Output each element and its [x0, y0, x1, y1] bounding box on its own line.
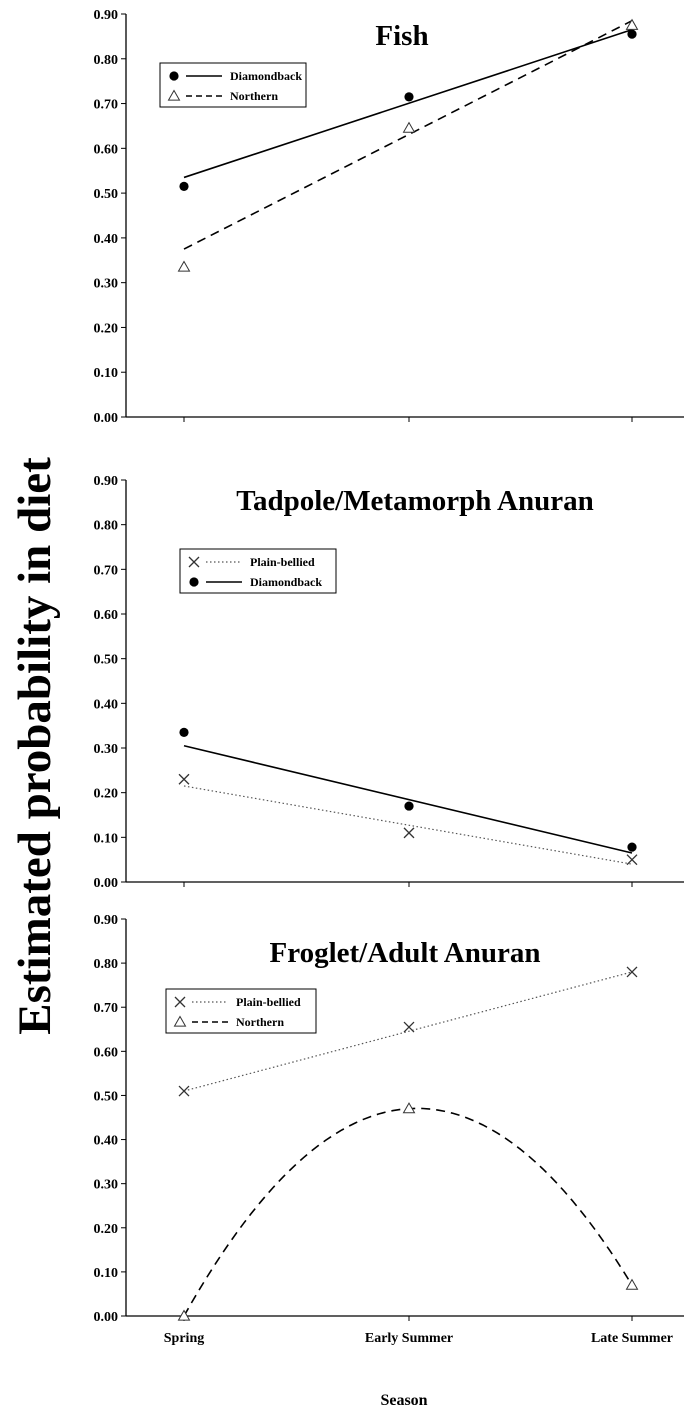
legend: Plain-bellied Northern — [165, 988, 317, 1034]
data-point — [403, 1021, 415, 1033]
data-point — [627, 842, 637, 852]
trend-line — [183, 20, 633, 250]
legend-box — [159, 62, 307, 108]
x-tick-label: Spring — [164, 1331, 204, 1346]
series-diamondback — [179, 727, 637, 854]
y-tick-label: 0.80 — [94, 53, 119, 68]
legend-marker — [174, 996, 186, 1008]
y-tick-label: 0.00 — [94, 411, 119, 426]
y-tick-label: 0.40 — [94, 232, 119, 247]
y-tick-label: 0.20 — [94, 1222, 119, 1237]
legend-label: Northern — [230, 89, 278, 103]
series-northern — [177, 1102, 639, 1321]
data-point — [178, 1085, 190, 1097]
y-tick-label: 0.10 — [94, 1266, 119, 1281]
y-tick-label: 0.20 — [94, 321, 119, 336]
trend-line — [183, 1107, 633, 1317]
data-point — [177, 260, 191, 272]
y-tick-label: 0.00 — [94, 1310, 119, 1325]
data-point — [402, 121, 416, 133]
y-tick-label: 0.60 — [94, 1045, 119, 1060]
legend-marker — [188, 556, 200, 568]
y-tick-label: 0.70 — [94, 563, 119, 578]
trend-line — [183, 785, 633, 865]
legend-box — [179, 548, 337, 594]
data-point — [625, 18, 639, 30]
trend-line — [183, 744, 633, 854]
y-tick-label: 0.40 — [94, 1134, 119, 1149]
x-tick-label: Early Summer — [365, 1331, 453, 1346]
legend-label: Plain-bellied — [236, 995, 301, 1009]
series-plain-bellied — [178, 773, 638, 866]
data-point — [403, 827, 415, 839]
legend-marker — [169, 71, 179, 81]
y-tick-label: 0.90 — [94, 913, 119, 928]
y-tick-label: 0.80 — [94, 957, 119, 972]
data-point — [404, 92, 414, 102]
y-tick-label: 0.50 — [94, 653, 119, 668]
panel-title: Froglet/Adult Anuran — [270, 937, 541, 969]
series-diamondback — [179, 28, 637, 191]
y-tick-label: 0.50 — [94, 187, 119, 202]
legend-marker — [167, 89, 181, 101]
y-tick-label: 0.90 — [94, 8, 119, 23]
y-tick-label: 0.30 — [94, 277, 119, 292]
y-tick-label: 0.60 — [94, 142, 119, 157]
y-axis-label: Estimated probability in diet — [9, 457, 61, 1035]
legend-label: Plain-bellied — [250, 555, 315, 569]
data-point — [625, 1278, 639, 1290]
series-northern — [177, 18, 639, 272]
data-point — [179, 181, 189, 191]
legend-label: Diamondback — [230, 69, 302, 83]
legend-marker — [189, 577, 199, 587]
legend-marker — [173, 1015, 187, 1027]
legend: Plain-bellied Diamondback — [179, 548, 337, 594]
y-tick-label: 0.10 — [94, 831, 119, 846]
legend: Diamondback Northern — [159, 62, 307, 108]
series-plain-bellied — [178, 966, 638, 1097]
y-tick-label: 0.30 — [94, 742, 119, 757]
y-tick-label: 0.00 — [94, 876, 119, 891]
data-point — [404, 801, 414, 811]
y-tick-label: 0.20 — [94, 787, 119, 802]
y-tick-label: 0.50 — [94, 1089, 119, 1104]
legend-label: Northern — [236, 1015, 284, 1029]
y-tick-label: 0.30 — [94, 1178, 119, 1193]
x-tick-label: Late Summer — [591, 1331, 673, 1346]
legend-label: Diamondback — [250, 575, 322, 589]
data-point — [177, 1309, 191, 1321]
panel-1: 0.00 0.10 0.20 0.30 0.40 0.50 0.60 0.70 0.80 0.90… — [94, 8, 684, 426]
legend-box — [165, 988, 317, 1034]
y-tick-label: 0.80 — [94, 519, 119, 534]
data-point — [627, 29, 637, 39]
data-point — [626, 966, 638, 978]
x-axis-label: Season — [380, 1392, 427, 1409]
y-tick-label: 0.70 — [94, 98, 119, 113]
y-tick-label: 0.70 — [94, 1001, 119, 1016]
panel-title: Fish — [375, 20, 428, 52]
data-point — [178, 773, 190, 785]
y-tick-label: 0.90 — [94, 474, 119, 489]
plots-layer: 0.00 0.10 0.20 0.30 0.40 0.50 0.60 0.70 0.80 0.90… — [94, 8, 684, 1346]
y-tick-label: 0.40 — [94, 697, 119, 712]
data-point — [179, 727, 189, 737]
data-point — [402, 1102, 416, 1114]
data-point — [626, 854, 638, 866]
y-tick-label: 0.10 — [94, 366, 119, 381]
trend-line — [183, 971, 633, 1092]
panel-title: Tadpole/Metamorph Anuran — [236, 485, 593, 517]
y-tick-label: 0.60 — [94, 608, 119, 623]
trend-line — [183, 28, 633, 179]
panel-2: 0.00 0.10 0.20 0.30 0.40 0.50 0.60 0.70 0.80 0.90… — [94, 474, 684, 891]
panel-3: 0.00 0.10 0.20 0.30 0.40 0.50 0.60 0.70 0.80 0.90… — [94, 913, 684, 1325]
